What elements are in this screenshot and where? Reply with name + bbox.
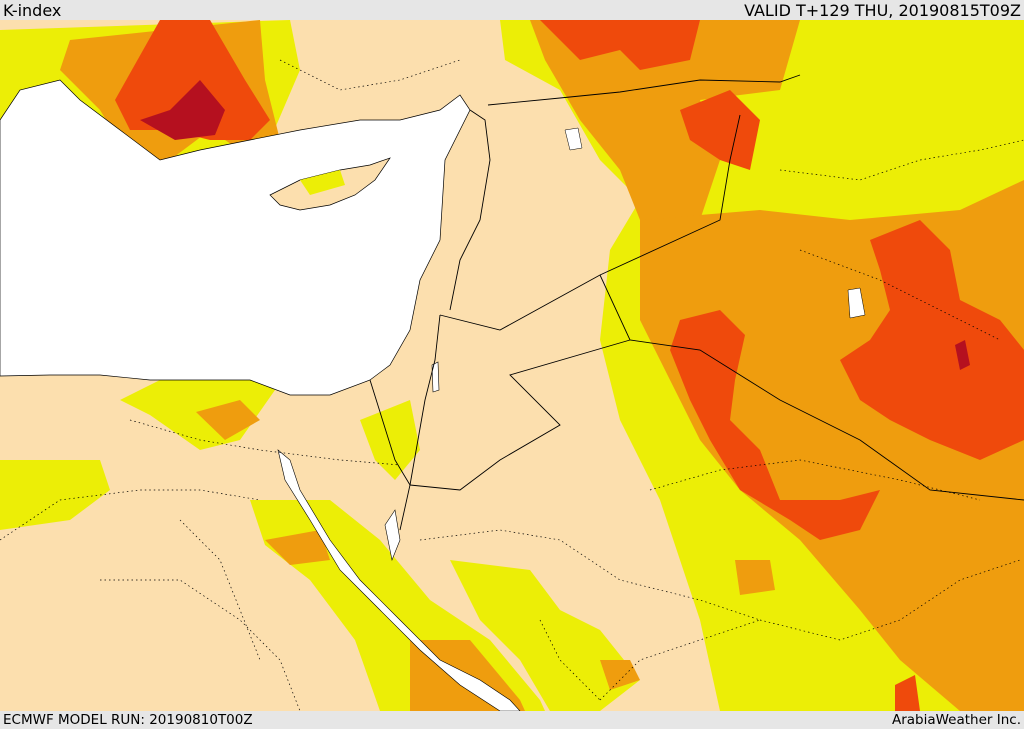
k-index-red-orange-contours [115,20,1024,711]
map-title: K-index [3,0,62,20]
k-index-map [0,20,1024,711]
dead-sea [431,361,440,393]
lake-east [847,287,866,319]
footer-bar: ECMWF MODEL RUN: 20190810T00Z ArabiaWeat… [0,711,1024,729]
model-run-label: ECMWF MODEL RUN: 20190810T00Z [3,712,253,728]
red-sea [277,449,521,711]
k-index-dark-red-contours [140,80,970,370]
valid-time-label: VALID T+129 THU, 20190815T09Z [744,0,1021,20]
gulf-of-aqaba [384,509,401,562]
credit-label: ArabiaWeather Inc. [891,712,1021,728]
country-borders [369,74,1024,531]
lake-north [564,127,583,151]
cyprus-yellow [300,170,345,195]
mediterranean-sea [0,79,471,396]
header-bar: K-index VALID T+129 THU, 20190815T09Z [0,0,1024,20]
regional-boundaries [0,59,1024,711]
